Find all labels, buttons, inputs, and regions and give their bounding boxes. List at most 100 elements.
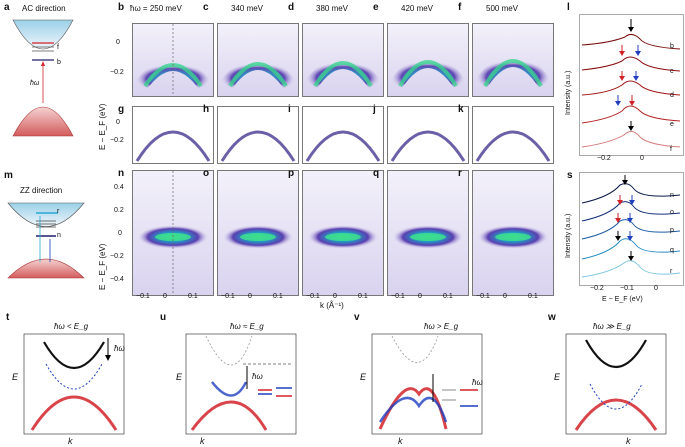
scheme-photon-v: ħω: [472, 378, 483, 387]
edc-l-curve-f: f: [670, 146, 672, 153]
arpes-map-q: [387, 170, 469, 296]
photon-energy-d: 380 meV: [316, 4, 349, 13]
edc-s-ylabel: Intensity (a.u.): [565, 213, 572, 258]
x-tick: 0.1: [188, 293, 198, 300]
x-tick: −0.1: [391, 293, 405, 300]
arpes-map-j: [387, 106, 469, 164]
edc-l-frame: [579, 14, 684, 156]
zz-band-diagram: [7, 202, 85, 279]
y-tick-bot-3: −0.2: [110, 253, 124, 260]
scheme-title-v: ħω > E_g: [424, 322, 459, 331]
edc-s-curves: [581, 175, 681, 278]
y-tick-mid-0: 0: [116, 119, 120, 126]
scheme-y-label: E: [360, 372, 367, 382]
panel-label-i: i: [288, 104, 291, 115]
scheme-plot-w: [565, 333, 667, 435]
scheme-plot-u: [185, 333, 297, 435]
y-tick-top-0: 0: [116, 39, 120, 46]
panel-label-l: l: [567, 2, 570, 13]
edc-s-curve-q: q: [670, 247, 674, 254]
panel-label-g: g: [118, 104, 125, 115]
panel-label-e: e: [373, 2, 379, 13]
arpes-map-b: [129, 23, 217, 98]
edc-s-xtick-2: 0: [654, 285, 658, 292]
edc-l-curve-e: e: [670, 121, 674, 128]
panel-label-n: n: [118, 168, 125, 179]
edc-s-curve-n: n: [670, 192, 674, 199]
arpes-map-n: [132, 170, 214, 296]
scheme-x-label: k: [68, 436, 73, 446]
scheme-x-label: k: [398, 436, 403, 446]
scheme-x-label: k: [200, 436, 205, 446]
x-tick: 0.1: [528, 293, 538, 300]
zz-title: ZZ direction: [20, 186, 63, 195]
y-tick-bot-4: −0.4: [110, 276, 124, 283]
y-tick-bot-0: 0.4: [114, 184, 124, 191]
x-tick: 0: [333, 293, 337, 300]
scheme-y-label: E: [554, 372, 561, 382]
arpes-map-k: [472, 106, 554, 164]
arpes-map-i: [302, 106, 384, 164]
panel-label-c: c: [203, 2, 209, 13]
x-tick: 0: [248, 293, 252, 300]
edc-s-xlabel: E − E_F (eV): [602, 296, 643, 303]
panel-label-o: o: [203, 168, 210, 179]
edc-s-frame: [579, 172, 684, 286]
photon-energy-c: 340 meV: [231, 4, 264, 13]
x-tick: 0.1: [358, 293, 368, 300]
scheme-x-label: k: [626, 436, 631, 446]
edc-l-curve-d: d: [670, 92, 674, 99]
panel-label-q: q: [373, 168, 380, 179]
x-tick: 0.1: [443, 293, 453, 300]
edc-l-curve-b: b: [670, 43, 674, 50]
level-b: b: [57, 59, 61, 66]
edc-s-curve-p: p: [670, 227, 674, 234]
edc-s-curve-o: o: [670, 209, 674, 216]
arpes-map-g: [132, 106, 214, 164]
arpes-map-p: [302, 170, 384, 296]
arpes-map-f: [468, 23, 558, 98]
scheme-photon-u: ħω: [252, 372, 263, 381]
arpes-map-c: [214, 23, 302, 98]
arpes-map-r: [472, 170, 554, 296]
edc-l-curves: [581, 19, 681, 148]
scheme-y-label: E: [12, 372, 19, 382]
scheme-title-u: ħω ≈ E_g: [230, 322, 264, 331]
level-f: f: [57, 44, 59, 51]
photon-energy-b: ħω = 250 meV: [130, 4, 182, 13]
y-tick-bot-1: 0.2: [114, 207, 124, 214]
x-axis-label: k (Å⁻¹): [320, 301, 344, 310]
ac-photon: ħω: [30, 80, 40, 87]
panel-label-w: w: [548, 312, 556, 323]
edc-s-xtick-0: −0.2: [590, 285, 604, 292]
x-tick: 0: [503, 293, 507, 300]
panel-label-h: h: [203, 104, 210, 115]
x-tick: −0.1: [306, 293, 320, 300]
edc-l-curve-c: c: [670, 68, 674, 75]
panel-label-t: t: [6, 312, 10, 323]
x-tick: 0.1: [273, 293, 283, 300]
photon-energy-e: 420 meV: [401, 4, 434, 13]
edc-l-xtick-1: 0: [640, 155, 644, 162]
arpes-map-h: [217, 106, 299, 164]
arpes-map-d: [298, 23, 388, 98]
level-n: n: [57, 232, 61, 239]
panel-label-k: k: [458, 104, 464, 115]
scheme-photon-t: ħω: [114, 344, 125, 353]
ac-title: AC direction: [22, 4, 66, 13]
panel-label-v: v: [354, 312, 360, 323]
edc-l-ylabel: Intensity (a.u.): [565, 70, 572, 115]
y-tick-bot-2: 0: [118, 230, 122, 237]
arpes-map-e: [383, 23, 473, 98]
ac-band-diagram: [12, 19, 74, 137]
scheme-title-w: ħω ≫ E_g: [593, 322, 631, 331]
edc-l-xtick-0: −0.2: [597, 155, 611, 162]
scheme-y-label: E: [176, 372, 183, 382]
edc-s-curve-r: r: [670, 268, 673, 275]
photon-energy-f: 500 meV: [486, 4, 519, 13]
panel-label-s: s: [567, 170, 573, 181]
y-tick-mid-1: −0.2: [110, 137, 124, 144]
level-r: r: [57, 208, 60, 215]
panel-label-p: p: [288, 168, 295, 179]
y-label-bottom: E − E_F (eV): [98, 243, 107, 290]
